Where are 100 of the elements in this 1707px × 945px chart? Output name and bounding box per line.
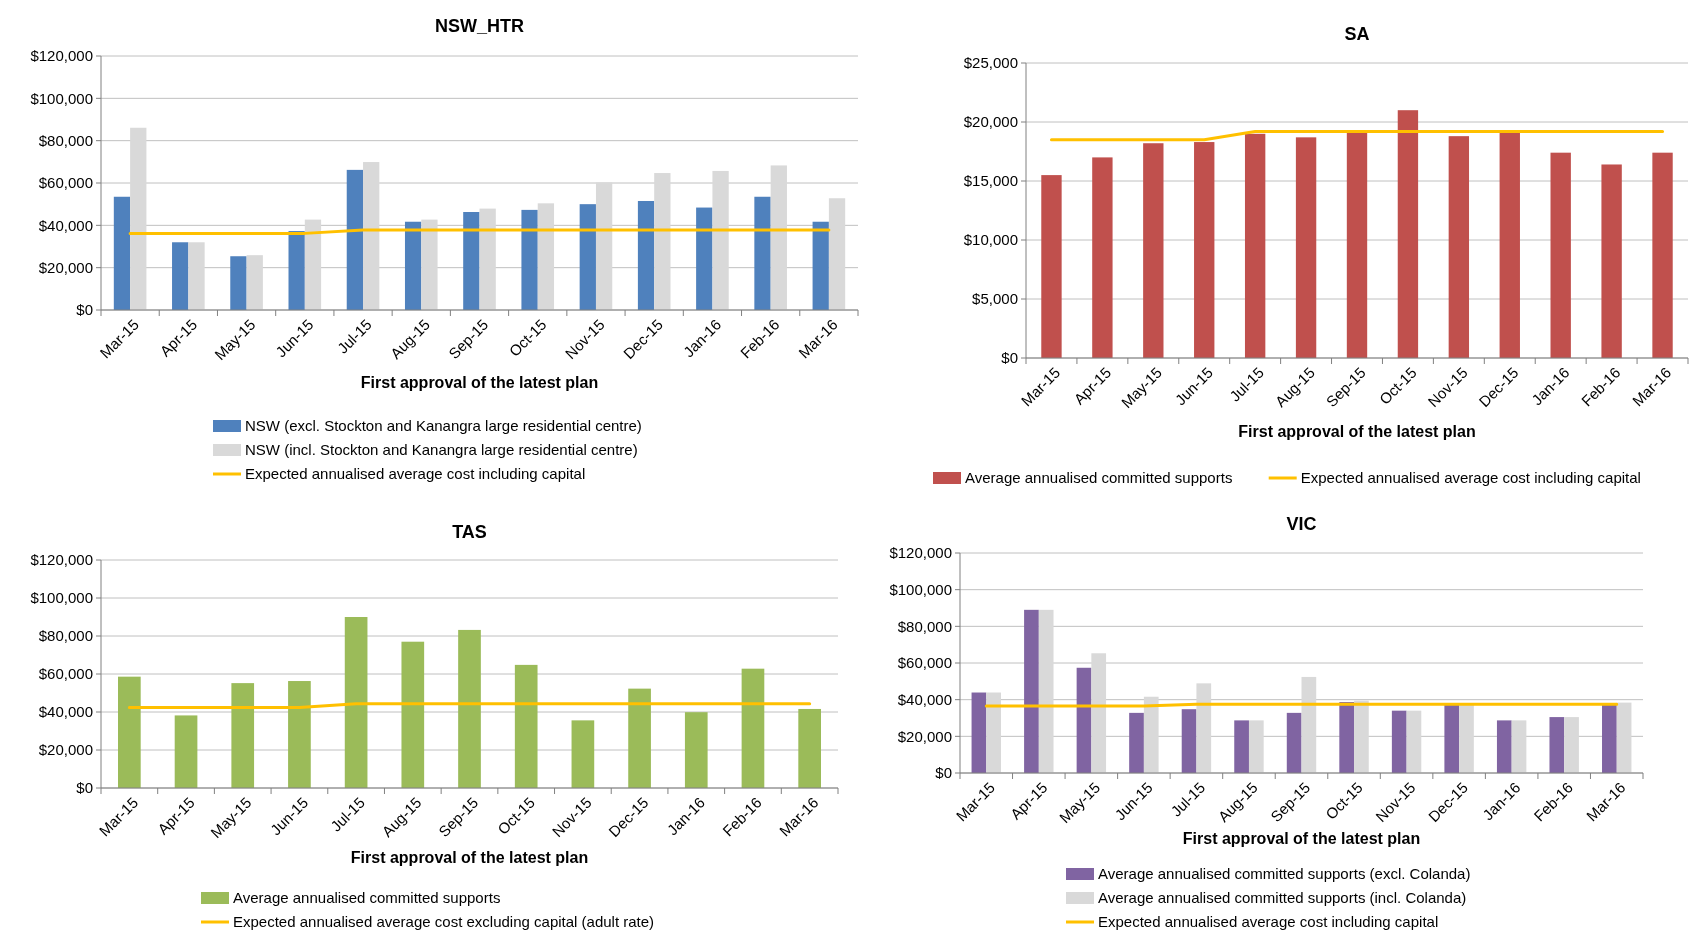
bar <box>1076 667 1092 773</box>
legend-label: Expected annualised average cost including capital <box>1098 913 1439 931</box>
y-tick-label: $20,000 <box>38 258 93 276</box>
bar <box>1244 133 1266 358</box>
bar <box>479 208 496 310</box>
bar <box>1129 712 1144 773</box>
bar <box>1286 712 1302 773</box>
bar <box>654 173 671 310</box>
bar <box>458 629 481 788</box>
legend-label: Average annualised committed supports (incl. Colanda) <box>1098 889 1467 907</box>
bar <box>1564 717 1579 773</box>
y-tick-label: $10,000 <box>963 231 1018 249</box>
chart-title: NSW_HTR <box>435 16 524 36</box>
y-tick-label: $0 <box>76 301 93 319</box>
bar <box>579 204 596 310</box>
bar <box>741 668 765 788</box>
bar <box>1248 720 1264 773</box>
bar <box>118 676 141 788</box>
bar <box>1616 702 1632 773</box>
bar <box>288 231 305 310</box>
bar <box>188 242 205 310</box>
legend-label: Expected annualised average cost including capital <box>1300 469 1641 487</box>
bar <box>514 664 538 788</box>
x-axis-title: First approval of the latest plan <box>360 374 599 391</box>
bar <box>1496 720 1512 773</box>
legend-label: Expected annualised average cost excluding capital (adult rate) <box>233 913 655 931</box>
bar <box>712 170 729 310</box>
bar <box>1143 143 1164 358</box>
y-tick-label: $100,000 <box>30 89 93 107</box>
bar <box>404 221 422 310</box>
bar <box>1499 131 1520 358</box>
bar <box>1346 131 1368 358</box>
bar <box>172 242 189 310</box>
bar <box>246 255 263 310</box>
y-tick-label: $120,000 <box>30 47 93 65</box>
bar <box>1397 110 1419 358</box>
bar <box>1234 720 1249 773</box>
bar <box>1511 720 1527 773</box>
bar <box>1092 157 1113 358</box>
legend-label: Expected annualised average cost including capital <box>245 465 586 483</box>
bar <box>696 207 713 310</box>
bar <box>521 209 538 310</box>
y-tick-label: $100,000 <box>30 589 93 607</box>
bar <box>304 219 322 310</box>
y-tick-label: $25,000 <box>963 54 1018 72</box>
y-tick-label: $60,000 <box>897 654 952 672</box>
y-tick-label: $40,000 <box>38 703 93 721</box>
bar <box>571 720 595 788</box>
bar <box>1652 152 1673 358</box>
bar <box>401 641 425 788</box>
chart-title: SA <box>1344 24 1370 44</box>
bar <box>130 127 147 310</box>
y-tick-label: $40,000 <box>897 690 952 708</box>
bar <box>1196 683 1212 773</box>
bar <box>421 219 438 310</box>
bar <box>1549 717 1565 773</box>
bar <box>231 683 255 788</box>
bar <box>363 162 380 310</box>
y-tick-label: $20,000 <box>897 727 952 745</box>
bar <box>595 182 613 310</box>
y-tick-label: $40,000 <box>38 216 93 234</box>
bar <box>1354 700 1369 773</box>
y-tick-label: $120,000 <box>889 544 952 562</box>
x-axis-title: First approval of the latest plan <box>1238 423 1476 440</box>
bar <box>346 169 364 310</box>
y-tick-label: $120,000 <box>30 551 93 569</box>
y-tick-label: $15,000 <box>963 172 1018 190</box>
bar <box>770 165 787 310</box>
y-tick-label: $0 <box>1001 349 1018 367</box>
bar <box>798 708 821 788</box>
bar <box>1295 137 1317 358</box>
bar <box>1301 676 1317 773</box>
bar <box>1448 136 1470 358</box>
legend-label: Average annualised committed supports (excl. Colanda) <box>1098 865 1471 883</box>
bar <box>1041 175 1062 358</box>
bar <box>1601 164 1622 358</box>
bar <box>1391 710 1407 773</box>
bar <box>971 692 987 773</box>
y-tick-label: $20,000 <box>963 113 1018 131</box>
bar <box>1194 142 1215 358</box>
bar <box>463 212 480 310</box>
chart-title: TAS <box>452 522 487 542</box>
bar <box>344 617 368 788</box>
bar <box>1444 703 1460 773</box>
bar <box>1602 703 1617 773</box>
bar <box>1459 703 1474 773</box>
chart-title: VIC <box>1286 514 1317 534</box>
x-axis-title: First approval of the latest plan <box>1182 830 1421 847</box>
bar <box>684 712 708 788</box>
bar <box>1091 653 1107 773</box>
bar <box>1024 609 1039 773</box>
y-tick-label: $100,000 <box>889 580 952 598</box>
bar <box>637 200 655 310</box>
bar <box>1406 710 1422 773</box>
bar <box>113 196 131 310</box>
y-tick-label: $80,000 <box>38 131 93 149</box>
legend-label: NSW (incl. Stockton and Kanangra large residential centre) <box>245 441 638 459</box>
bar <box>628 688 651 788</box>
legend-label: NSW (excl. Stockton and Kanangra large residential centre) <box>245 417 642 435</box>
bar <box>1038 609 1054 773</box>
